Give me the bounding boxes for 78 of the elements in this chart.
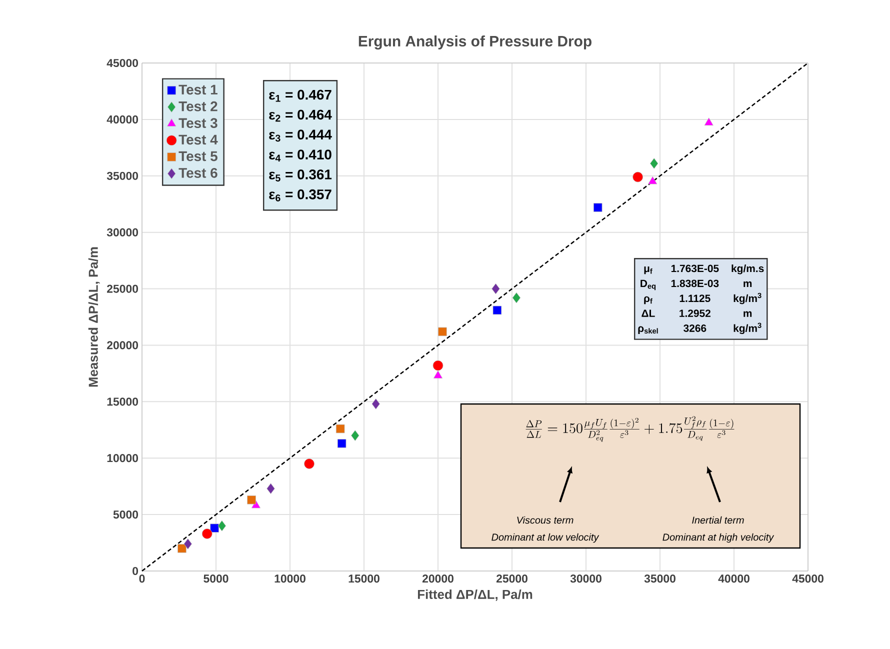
x-tick-label: 20000 — [422, 574, 454, 583]
annotation: D$_{eq}$ — [640, 280, 656, 290]
annotation: ε$_{4}$ = 0.410 — [269, 150, 332, 162]
legend-label: Test 1 — [178, 84, 218, 95]
annotation: ε$_{5}$ = 0.361 — [269, 169, 332, 182]
point — [433, 370, 443, 378]
x-tick-label: 25000 — [496, 574, 528, 583]
point — [336, 424, 345, 434]
annotation: ε$_{1}$ = 0.467 — [269, 90, 332, 102]
annotation: 1.838E-03 — [671, 280, 719, 288]
point — [351, 430, 360, 441]
annotation: Dominant at low velocity — [492, 533, 600, 543]
legend-label: Test 3 — [178, 118, 218, 128]
x-axis-title: Fitted ΔP/ΔL, Pa/m — [418, 589, 532, 601]
y-tick-label: 35000 — [106, 172, 138, 180]
y-tick-label: 10000 — [107, 454, 138, 462]
point — [266, 483, 275, 494]
annotation: m — [744, 281, 752, 287]
point — [432, 360, 444, 371]
point — [247, 495, 256, 504]
annotation: Dominant at high velocity — [662, 533, 774, 543]
point — [593, 203, 602, 212]
point — [337, 439, 346, 448]
y-tick-label: 45000 — [106, 58, 138, 68]
point — [304, 458, 314, 469]
annotation: ε$_{2}$ = 0.464 — [269, 110, 332, 122]
annotation: ρ$_{skel}$ — [638, 326, 658, 334]
annotation: 3266 — [684, 324, 706, 332]
annotation: 1.763E-05 — [671, 264, 719, 272]
point — [218, 520, 226, 532]
point — [210, 524, 219, 532]
point — [438, 327, 447, 336]
x-tick-label: 40000 — [718, 574, 750, 583]
annotation: ε$_{3}$ = 0.444 — [269, 130, 332, 142]
point — [650, 158, 658, 169]
y-tick-label: 30000 — [106, 228, 138, 236]
y-tick-label: 0 — [132, 566, 138, 576]
y-tick-label: 20000 — [107, 341, 138, 350]
y-tick-label: 15000 — [107, 398, 138, 406]
point — [632, 172, 644, 182]
y-tick-label: 40000 — [106, 115, 138, 124]
point — [492, 306, 502, 315]
point — [178, 544, 186, 553]
annotation: 1.2952 — [680, 310, 710, 317]
x-tick-label: 45000 — [792, 574, 824, 583]
annotation: Inertial term — [692, 516, 744, 524]
chart-title: Ergun Analysis of Pressure Drop — [358, 36, 592, 50]
legend-label: Test 4 — [178, 134, 218, 145]
legend-label: Test 2 — [178, 101, 218, 112]
x-tick-label: 10000 — [274, 574, 306, 583]
legend-label: Test 6 — [178, 168, 218, 178]
annotation: 1.1125 — [680, 294, 710, 302]
annotation: m — [744, 311, 752, 317]
legend-label: Test 5 — [178, 151, 218, 162]
point — [492, 283, 500, 294]
annotation: kg/m.s — [732, 264, 764, 274]
y-axis-title: Measured ΔP/ΔL, Pa/m — [88, 247, 100, 387]
x-tick-label: 15000 — [348, 574, 380, 583]
annotation: ε$_{6}$ = 0.357 — [269, 189, 332, 202]
point — [372, 398, 380, 410]
x-tick-label: 30000 — [570, 574, 602, 583]
x-tick-label: 5000 — [204, 574, 228, 583]
annotation: ρ$_{f}$ — [644, 296, 652, 304]
x-tick-label: 0 — [139, 574, 145, 583]
point — [202, 528, 212, 539]
annotation: kg/m$^{3}$ — [734, 322, 762, 334]
annotation: $\frac{\Delta P}{\Delta L} = 150\frac{\mu_f U_f}{D_{eq}^2}\frac{(1-\varepsilon)^2}{\varepsilon^3} + 1.75\frac{U_f^2\rho_f}{D_{eq}}\frac{(1-\varepsilon)}{\varepsilon^3}$ — [526, 416, 734, 442]
annotation: Viscous term — [517, 516, 574, 524]
point — [704, 118, 714, 126]
annotation: kg/m$^{3}$ — [734, 292, 762, 304]
y-tick-label: 25000 — [107, 284, 138, 293]
x-tick-label: 35000 — [644, 574, 676, 583]
annotation: μ$_{f}$ — [644, 266, 652, 274]
point — [512, 292, 521, 304]
point — [648, 176, 658, 184]
y-tick-label: 5000 — [113, 510, 138, 519]
annotation: ΔL — [642, 310, 655, 317]
point — [184, 538, 192, 550]
